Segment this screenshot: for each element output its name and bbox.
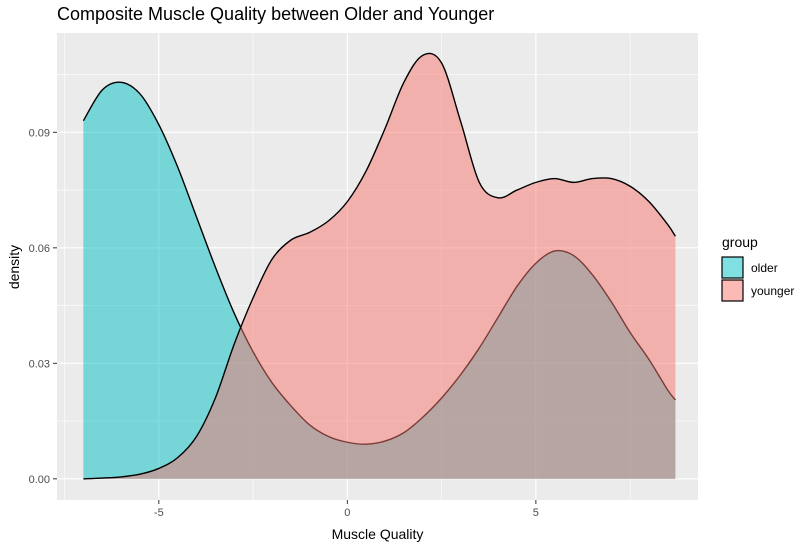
- y-tick-label: 0.00: [29, 474, 50, 486]
- density-area-younger: [83, 53, 676, 479]
- legend-label-younger: younger: [751, 284, 794, 298]
- density-line-younger: [83, 52, 676, 480]
- x-tick-label: -5: [154, 507, 164, 519]
- y-tick-label: 0.06: [29, 243, 50, 255]
- legend: group older younger: [721, 234, 794, 302]
- x-axis-title: Muscle Quality: [332, 526, 424, 542]
- y-axis-title: density: [6, 245, 22, 289]
- x-axis: -5 0 5: [154, 500, 539, 519]
- legend-key-older: [721, 256, 744, 279]
- y-tick-label: 0.09: [29, 127, 50, 139]
- x-tick-label: 5: [533, 507, 539, 519]
- legend-entries: older younger: [721, 256, 794, 302]
- legend-title: group: [722, 234, 758, 250]
- legend-label-older: older: [751, 261, 778, 275]
- x-tick-label: 0: [344, 507, 350, 519]
- legend-key-younger: [721, 279, 744, 302]
- y-tick-label: 0.03: [29, 358, 50, 370]
- y-axis: 0.00 0.03 0.06 0.09: [29, 127, 57, 486]
- chart-title: Composite Muscle Quality between Older a…: [57, 4, 494, 24]
- density-areas: [82, 52, 676, 480]
